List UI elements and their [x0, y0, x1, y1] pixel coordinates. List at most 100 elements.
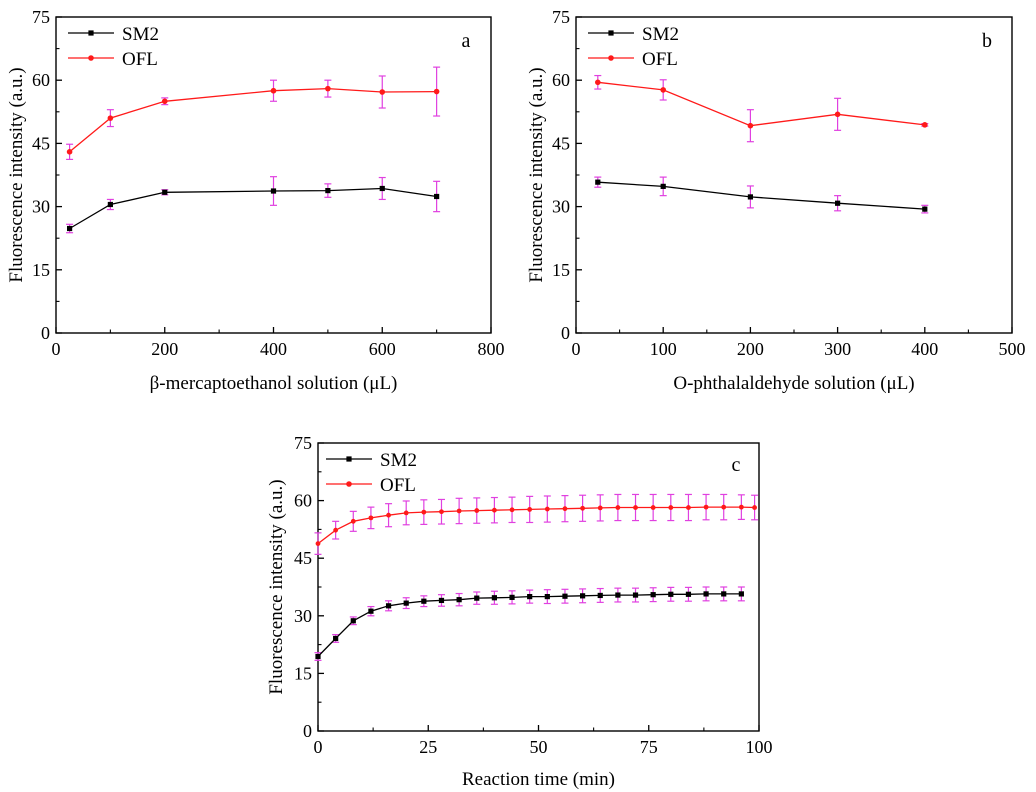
panel-c-series-sm2-point	[544, 594, 550, 600]
panel-b-series-sm2-point	[747, 194, 753, 200]
panel-c-y-tick-label: 45	[294, 548, 312, 568]
panel-a-series-sm2-point	[434, 193, 440, 200]
panel-a-series-ofl-point	[325, 85, 331, 92]
panel-c-series-sm2-point	[650, 592, 656, 598]
panel-b-legend-label: OFL	[642, 49, 678, 70]
panel-c-series-ofl-point	[509, 507, 515, 513]
panel-c-label: c	[732, 454, 741, 476]
panel-c-legend-label: SM2	[380, 450, 417, 471]
panel-a-y-tick-label: 45	[32, 133, 50, 153]
panel-c-series-ofl-point	[474, 508, 480, 513]
panel-c-series-sm2-point	[562, 593, 568, 599]
panel-a-series-ofl-point	[270, 87, 277, 94]
panel-b-series-ofl-point	[922, 122, 928, 128]
panel-c-series-ofl-point	[439, 509, 444, 515]
panel-b-series-sm2-point	[922, 206, 928, 212]
panel-c-series-sm2-point	[615, 592, 621, 598]
panel-c-series-ofl-point	[421, 509, 427, 515]
panel-c-series-ofl-point	[544, 506, 550, 512]
panel-c-series-sm2-point	[421, 598, 427, 604]
panel-c-series-sm2-point	[456, 597, 462, 603]
panel-b-x-tick-label: 200	[737, 339, 764, 359]
panel-a-y-tick-label: 75	[32, 7, 50, 27]
panel-b-x-tick-label: 400	[911, 339, 938, 359]
panel-a-series-sm2-point	[325, 187, 331, 194]
panel-a-series-ofl-line	[69, 87, 437, 153]
panel-a-x-tick-label: 400	[260, 339, 287, 359]
panel-b-y-tick-label: 45	[552, 133, 570, 153]
panel-c-y-axis-label: Fluorescence intensity (a.u.)	[266, 479, 287, 694]
panel-c-y-tick-label: 75	[294, 433, 312, 453]
panel-c-series-sm2-point	[738, 591, 744, 597]
panel-a-series-ofl-point	[161, 98, 168, 105]
panel-c-series-sm2-point	[403, 600, 409, 606]
panel-c-series-sm2-point	[597, 592, 603, 599]
panel-b-legend-label: SM2	[642, 24, 679, 45]
panel-c-series-ofl-point	[456, 508, 462, 514]
panel-c-y-tick-label: 60	[294, 491, 312, 511]
panel-b-x-tick-label: 100	[650, 339, 677, 359]
panel-c-series-ofl-point	[562, 506, 568, 512]
panel-a-y-tick-label: 60	[32, 70, 50, 90]
panel-a-series-sm2-point	[379, 185, 385, 192]
panel-a-series-sm2-point	[107, 201, 113, 208]
panel-c-x-tick-label: 50	[530, 737, 548, 757]
panel-a-legend-label: SM2	[122, 24, 159, 45]
panel-c-x-tick-label: 100	[746, 737, 773, 757]
panel-c-series-ofl-point	[752, 505, 757, 510]
panel-b-x-tick-label: 500	[999, 339, 1026, 359]
panel-b-y-tick-label: 60	[552, 70, 570, 90]
panel-c-y-tick-label: 15	[294, 663, 312, 683]
panel-a-series-ofl-point	[379, 89, 386, 95]
panel-b-series-sm2-point	[595, 179, 601, 185]
panel-c-series-ofl-point	[738, 504, 744, 510]
panel-a-x-tick-label: 200	[151, 339, 178, 359]
panel-b-y-axis-label: Fluorescence intensity (a.u.)	[526, 67, 547, 282]
panel-c-y-tick-label: 30	[294, 606, 312, 626]
panel-c-x-tick-label: 75	[640, 737, 658, 757]
panel-a-y-axis-label: Fluorescence intensity (a.u.)	[6, 67, 27, 282]
panel-b-x-tick-label: 300	[824, 339, 851, 359]
panel-c-y-tick-label: 0	[303, 721, 312, 741]
panel-a-y-tick-label: 15	[32, 260, 50, 280]
panel-c-series-ofl-point	[615, 505, 621, 510]
panel-c-series-ofl-point	[492, 507, 497, 513]
panel-c-series-ofl-point	[315, 541, 321, 547]
panel-b-legend-item-ofl: OFL	[588, 49, 678, 70]
panel-c-series-ofl-point	[386, 512, 391, 518]
panel-a-x-tick-label: 800	[478, 339, 505, 359]
panel-c-series-sm2-point	[721, 591, 727, 597]
panel-a-x-tick-label: 600	[369, 339, 396, 359]
panel-c-series-sm2-point	[527, 594, 533, 600]
panel-c-legend-marker	[346, 481, 352, 487]
panel-b-series-sm2-line	[597, 181, 925, 210]
panel-a-y-tick-label: 30	[32, 197, 50, 217]
panel-c-series-sm2-point	[632, 592, 639, 598]
panel-b-series-sm2-point	[660, 183, 666, 189]
panel-c-x-tick-label: 25	[419, 737, 437, 757]
panel-b-x-tick-label: 0	[572, 339, 581, 359]
panel-b-y-tick-label: 0	[561, 323, 570, 343]
panel-c-series-ofl-point	[350, 518, 356, 524]
panel-c-series-ofl-point	[633, 505, 638, 510]
panel-c-legend-label: OFL	[380, 475, 416, 496]
panel-c-series-ofl-point	[686, 505, 691, 510]
panel-c-legend-marker	[346, 456, 352, 462]
panel-c-series-ofl-point	[650, 505, 656, 510]
panel-c: 0 25 50 75 100 0 15 30 45 60 75 Reaction time (min)…	[266, 433, 773, 790]
panel-c-x-tick-label: 0	[314, 737, 323, 757]
panel-c-series-sm2-point	[580, 593, 586, 599]
panel-a-legend-item-ofl: OFL	[68, 49, 158, 70]
panel-c-series-sm2-point	[474, 595, 480, 601]
panel-c-series-ofl-point	[333, 527, 339, 533]
panel-c-series-ofl-point	[703, 504, 709, 510]
panel-b-legend-marker	[608, 55, 614, 61]
panel-b-series-ofl-point	[660, 87, 666, 93]
panel-c-series-ofl-point	[527, 507, 533, 512]
panel-b-label: b	[982, 30, 992, 52]
panel-a-series-sm2-point	[270, 188, 277, 194]
panel-a: 0 200 400 600 800 0 15 30 45 60 75 β-mercaptoethano…	[6, 7, 505, 394]
panel-c-series-sm2-point	[491, 595, 497, 601]
panel-c-series-ofl-point	[721, 504, 727, 510]
